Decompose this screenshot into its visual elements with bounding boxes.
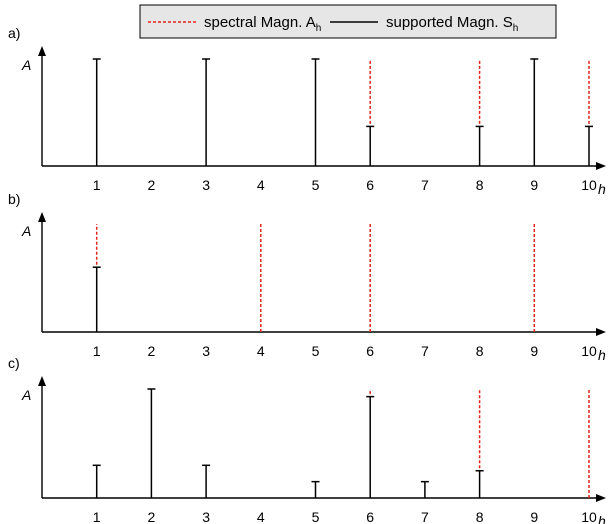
y-axis-arrow: [38, 376, 46, 386]
x-axis-arrow: [596, 162, 606, 170]
x-axis-label: h: [598, 513, 606, 524]
x-tick-label: 7: [421, 343, 429, 359]
x-tick-label: 8: [476, 343, 484, 359]
x-tick-label: 2: [148, 343, 156, 359]
x-tick-label: 3: [202, 343, 210, 359]
x-tick-label: 10: [581, 177, 597, 193]
x-tick-label: 4: [257, 177, 265, 193]
x-tick-label: 5: [312, 343, 320, 359]
legend-label-supported: supported Magn. Sh: [386, 14, 518, 34]
y-axis-arrow: [38, 46, 46, 56]
x-tick-label: 3: [202, 509, 210, 524]
x-tick-label: 5: [312, 509, 320, 524]
x-tick-label: 10: [581, 343, 597, 359]
x-axis-arrow: [596, 494, 606, 502]
legend-label-spectral-main: spectral Magn. A: [204, 14, 316, 31]
panel-1: a)Ah 1 2 3 4 5 6 7 8 9 10: [8, 25, 606, 197]
x-tick-label: 6: [366, 509, 374, 524]
panel-label: c): [8, 355, 20, 371]
x-tick-label: 7: [421, 509, 429, 524]
x-tick-label: 9: [530, 509, 538, 524]
x-tick-label: 3: [202, 177, 210, 193]
x-tick-label: 9: [530, 177, 538, 193]
x-tick-label: 4: [257, 509, 265, 524]
legend-label-spectral: spectral Magn. Ah: [204, 14, 321, 34]
legend-label-supported-main: supported Magn. S: [386, 14, 513, 31]
x-tick-label: 6: [366, 343, 374, 359]
x-tick-label: 1: [93, 177, 101, 193]
x-tick-label: 2: [148, 177, 156, 193]
x-tick-label: 2: [148, 509, 156, 524]
x-axis-label: h: [598, 347, 606, 363]
x-tick-label: 4: [257, 343, 265, 359]
x-tick-label: 6: [366, 177, 374, 193]
x-tick-label: 7: [421, 177, 429, 193]
legend-label-supported-sub: h: [513, 23, 519, 34]
y-axis-label: A: [21, 223, 31, 239]
panel-2: b)Ah 1 2 3 4 5 6 7 8 9 10: [8, 191, 606, 363]
y-axis-label: A: [21, 387, 31, 403]
x-tick-label: 9: [530, 343, 538, 359]
legend-label-spectral-sub: h: [316, 23, 322, 34]
x-tick-label: 1: [93, 343, 101, 359]
panel-label: a): [8, 25, 20, 41]
x-tick-label: 8: [476, 509, 484, 524]
panel-label: b): [8, 191, 20, 207]
x-axis-arrow: [596, 328, 606, 336]
y-axis-arrow: [38, 212, 46, 222]
panels: a)Ah1 2 3 4 5 6 7 8 9 10b)Ah1 2 3 4 5 6 7 8 9 10c)Ah1 2 3 4 5 6…: [8, 25, 606, 524]
x-tick-label: 5: [312, 177, 320, 193]
x-tick-label: 1: [93, 509, 101, 524]
x-axis-label: h: [598, 181, 606, 197]
x-tick-label: 10: [581, 509, 597, 524]
legend: spectral Magn. Ah supported Magn. Sh: [139, 4, 557, 39]
x-tick-label: 8: [476, 177, 484, 193]
panel-3: c)Ah 1 2 3 4 5 6 7 8 9 10: [8, 355, 606, 524]
y-axis-label: A: [21, 57, 31, 73]
